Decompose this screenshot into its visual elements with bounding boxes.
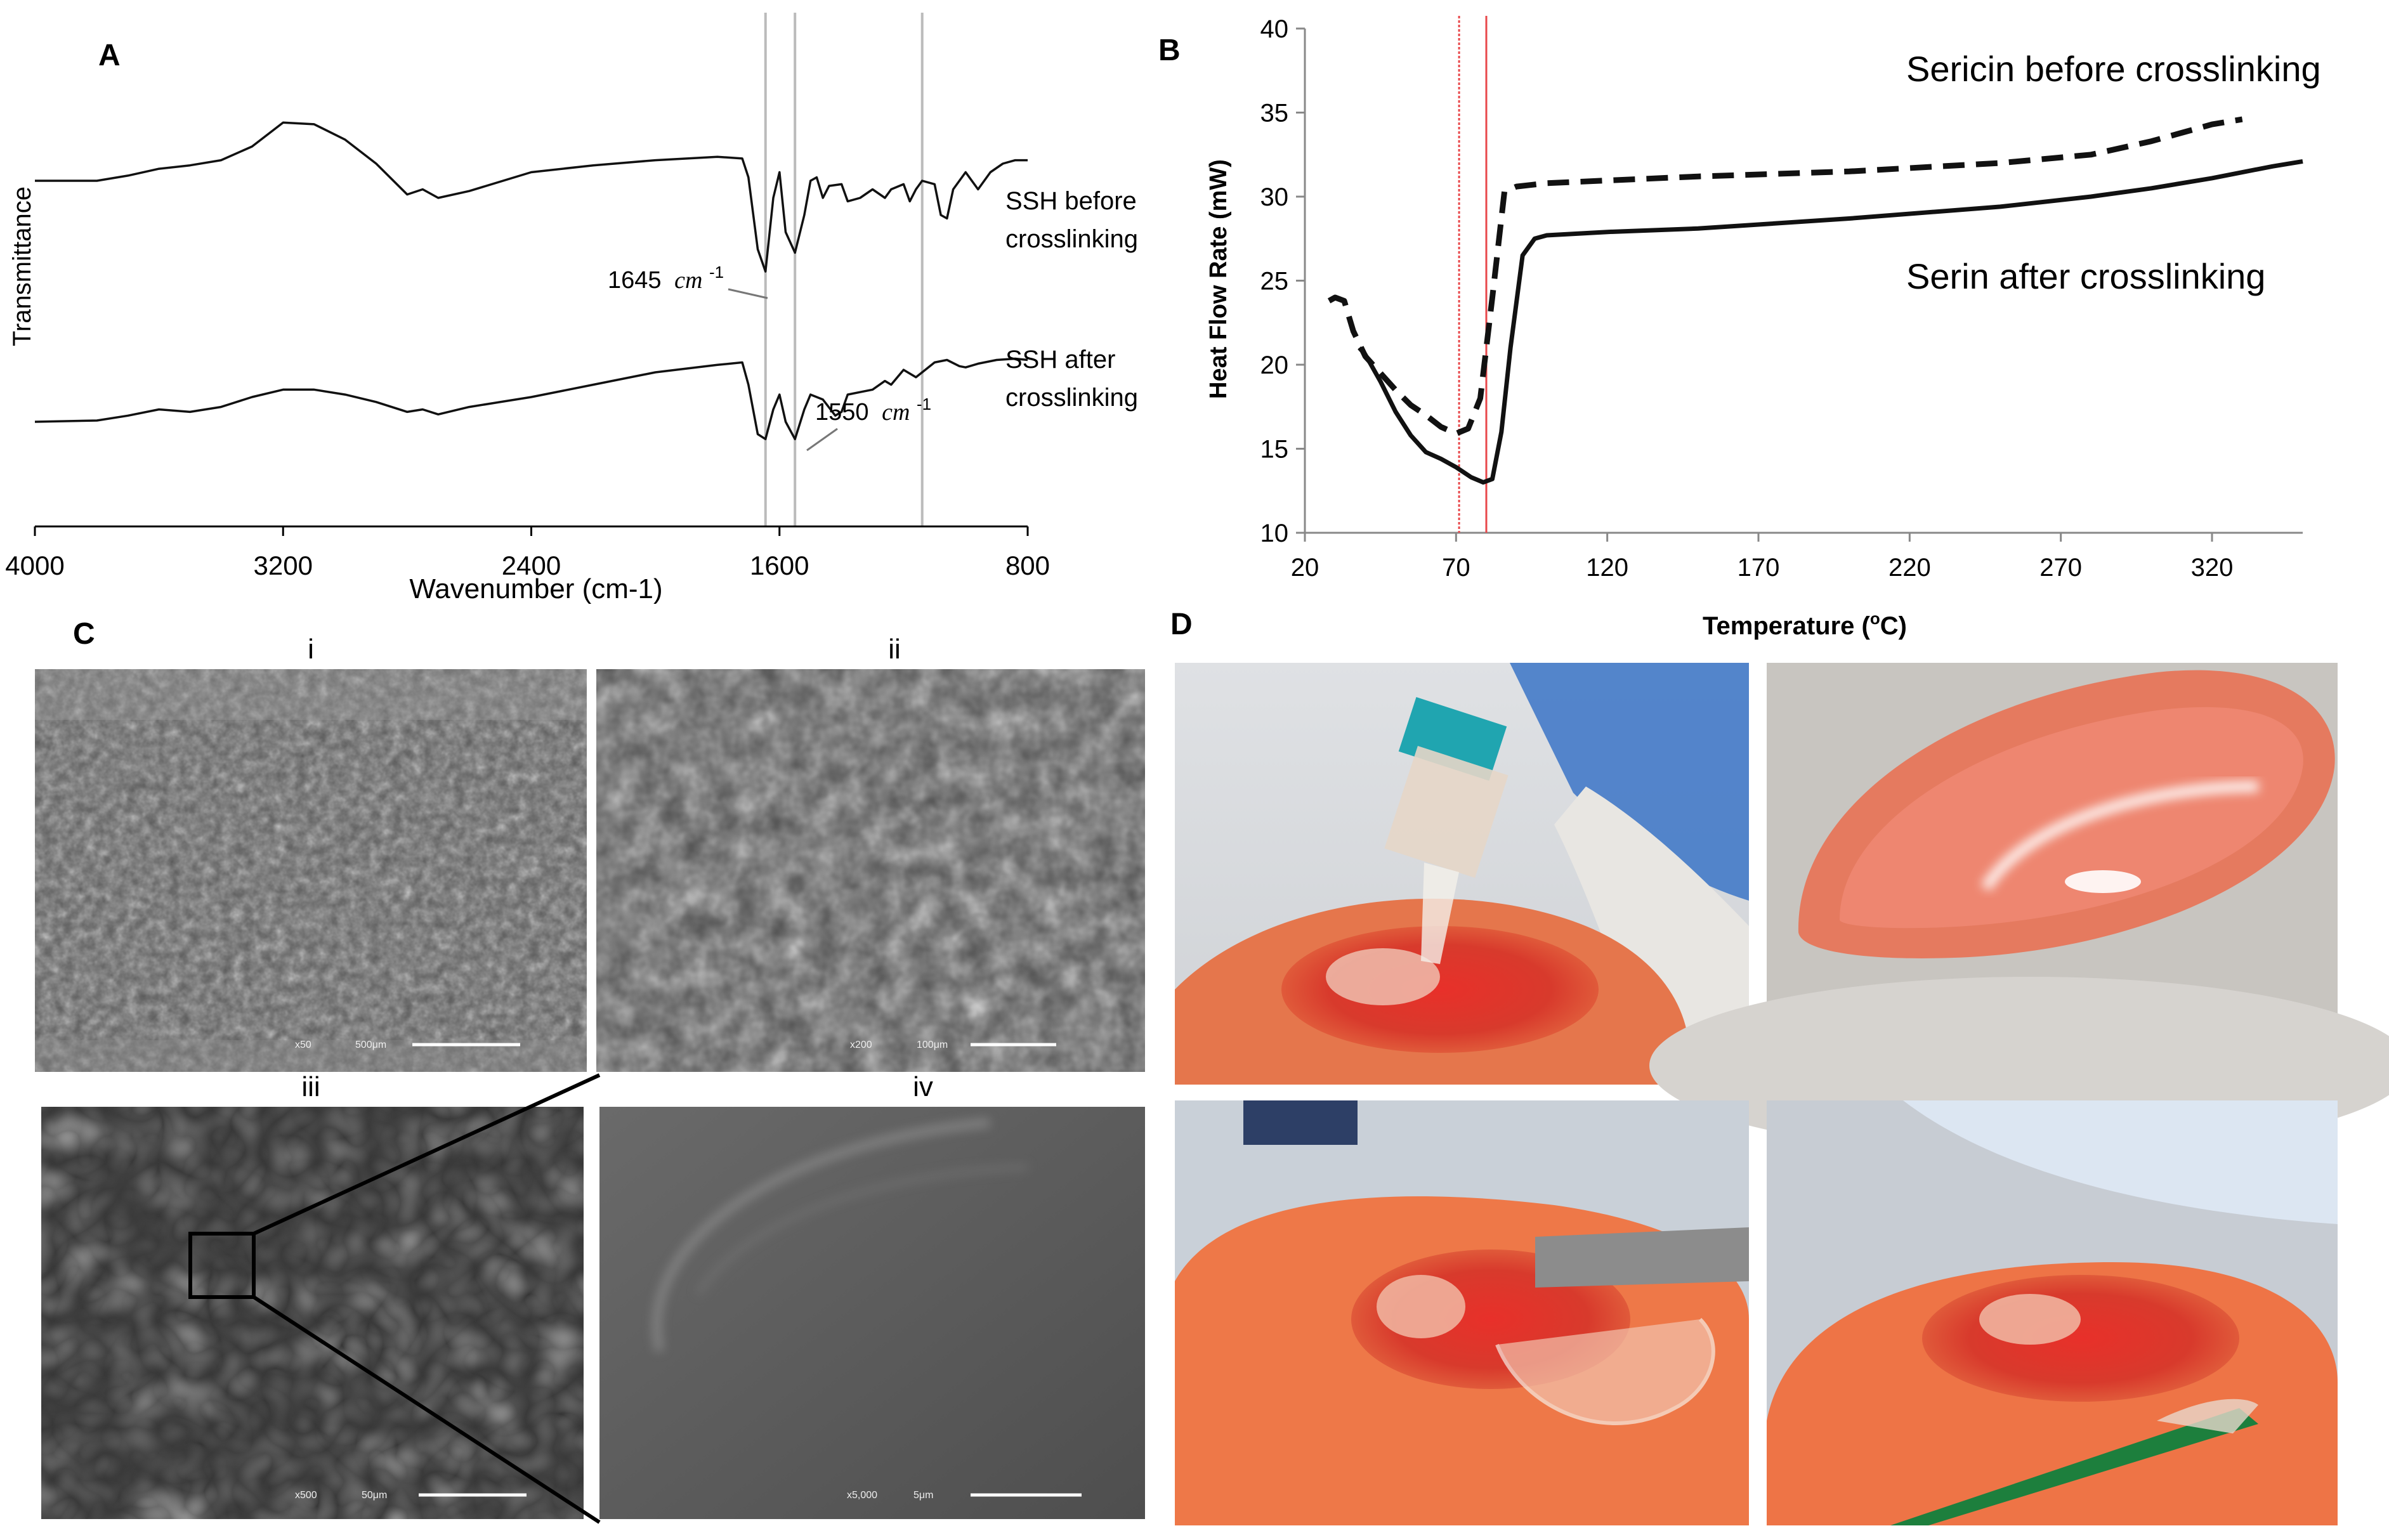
sem-scale-bar-iv: x5,000 5μm [847,1490,1082,1501]
dsc-chart: B 10 15 20 25 30 35 40 20 70 120 170 220 270 320 Heat… [1158,15,2321,640]
sem-images-panel: C i ii iii iv x50 500μm x200 100μm [35,617,1145,1524]
dsc-series [1327,116,2303,485]
svg-text:1550 cm -1: 1550 cm -1 [815,395,931,426]
dsc-y-tick-label: 25 [1260,268,1289,296]
dsc-ticks: 10 15 20 25 30 35 40 20 70 120 170 220 270 320 [1260,15,2234,582]
annotation-1550-value: 1550 [815,399,869,426]
dsc-series-1-label: Sericin before crosslinking [1906,49,2321,89]
photo-panel: D [1170,608,2389,1525]
sem-image-iii: x500 50μm [41,1107,584,1519]
photo-gel-peel-spatula [1175,1100,1749,1525]
sem-zoom-line-top [252,1073,601,1236]
sem-label-ii: ii [888,634,901,665]
dsc-y-tick-label: 10 [1260,519,1289,547]
ftir-chart: A 4000 3200 2400 1600 800 Transmittance Wave… [5,13,1138,604]
dsc-x-label-sup: o [1870,609,1880,628]
ftir-series-2-label-line1: SSH after [1005,346,1115,374]
dsc-x-tick-label: 220 [1888,554,1931,582]
dsc-y-axis-label: Heat Flow Rate (mW) [1205,159,1232,399]
dsc-y-tick-label: 20 [1260,351,1289,379]
ftir-x-axis-label: Wavenumber (cm-1) [409,573,662,604]
dsc-y-tick-label: 30 [1260,183,1289,211]
ftir-series-line-1 [35,121,1028,273]
svg-text:x200: x200 [850,1040,872,1050]
panel-label-b: B [1158,34,1181,67]
dsc-x-tick-label: 120 [1586,554,1628,582]
dsc-x-tick-label: 320 [2191,554,2234,582]
photo-gel-peel-tweezers [1767,1100,2338,1525]
ftir-x-ticks: 4000 3200 2400 1600 800 [5,526,1050,580]
ftir-annotation-1645: 1645 cm -1 [608,263,768,299]
dsc-reference-lines [1458,16,1488,533]
photo-gel-layer [1649,663,2389,1154]
panel-label-c: C [73,617,95,651]
ftir-y-axis-label: Transmittance [8,186,36,346]
dsc-x-tick-label: 270 [2039,554,2082,582]
annotation-1645-value: 1645 [608,267,662,294]
ftir-x-tick-label: 800 [1005,551,1050,580]
dsc-x-tick-label: 20 [1291,554,1319,582]
annotation-1645-unit: cm [674,267,702,294]
svg-text:x5,000: x5,000 [847,1490,877,1501]
dsc-x-label-main: Temperature ( [1703,612,1870,640]
annotation-1550-unit: cm [882,399,910,426]
sem-label-i: i [308,634,314,665]
dsc-y-tick-label: 40 [1260,15,1289,43]
sem-image-i: x50 500μm [35,669,587,1072]
svg-text:100μm: 100μm [917,1040,948,1050]
dsc-series-line-2 [1358,159,2303,485]
ftir-series-2-label-line2: crosslinking [1005,384,1138,412]
ftir-x-tick-label: 1600 [750,551,809,580]
dsc-y-tick-label: 35 [1260,100,1289,127]
sem-scale-bar-iii: x500 50μm [295,1490,527,1501]
svg-text:50μm: 50μm [362,1490,387,1501]
ftir-series [34,121,1028,441]
sem-zoom-box [188,1232,256,1299]
svg-text:x50: x50 [295,1040,311,1050]
ftir-x-tick-label: 4000 [5,551,64,580]
dsc-x-tick-label: 70 [1442,554,1470,582]
sem-label-iv: iv [913,1071,933,1102]
sem-scale-bar-i: x50 500μm [295,1040,520,1050]
photo-gel-injection [1175,663,1749,1085]
ftir-annotation-1550: 1550 cm -1 [806,395,931,452]
dsc-series-2-label: Serin after crosslinking [1906,256,2265,296]
sem-image-ii: x200 100μm [596,669,1145,1072]
dsc-x-label-end: C) [1880,612,1907,640]
panel-label-a: A [98,39,121,72]
annotation-1645-exp: -1 [709,263,724,282]
svg-text:x500: x500 [295,1490,317,1501]
annotation-1550-exp: -1 [917,395,931,414]
sem-scale-bar-ii: x200 100μm [850,1040,1056,1050]
svg-text:5μm: 5μm [913,1490,933,1501]
ftir-series-line-2 [34,357,1028,441]
dsc-y-tick-label: 15 [1260,436,1289,464]
svg-text:1645 cm -1: 1645 cm -1 [608,263,724,294]
sem-label-iii: iii [301,1071,320,1102]
dsc-x-axis-label: Temperature (oC) [1703,609,1907,640]
sem-zoom-line-bottom [252,1295,601,1524]
dsc-x-tick-label: 170 [1738,554,1780,582]
ftir-x-tick-label: 3200 [254,551,313,580]
panel-label-d: D [1170,608,1193,641]
ftir-x-tick-label: 2400 [502,551,561,580]
ftir-series-1-label-line2: crosslinking [1005,225,1138,253]
sem-image-iv: x5,000 5μm [599,1107,1145,1519]
ftir-reference-lines [764,13,924,526]
svg-text:500μm: 500μm [355,1040,386,1050]
ftir-series-1-label-line1: SSH before [1005,187,1137,215]
